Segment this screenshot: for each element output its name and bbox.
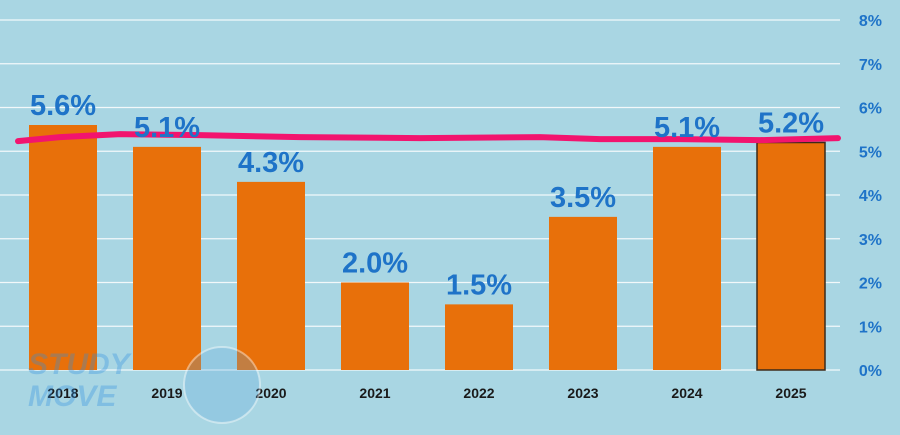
- y-axis-ticks: 0% 1% 2% 3% 4% 5% 6% 7% 8%: [859, 13, 882, 380]
- bar: [341, 282, 409, 370]
- bar: [237, 181, 305, 370]
- x-tick-label: 2019: [151, 385, 182, 401]
- data-label: 2.0%: [342, 248, 408, 280]
- y-tick-label: 8%: [859, 13, 882, 30]
- y-tick-label: 3%: [859, 232, 882, 249]
- x-tick-label: 2021: [359, 385, 390, 401]
- y-tick-label: 1%: [859, 319, 882, 336]
- data-label: 3.5%: [550, 182, 616, 214]
- bar: [29, 125, 97, 370]
- data-label: 5.2%: [758, 108, 824, 140]
- y-tick-label: 2%: [859, 276, 882, 293]
- data-labels: 5.6% 5.1% 4.3% 2.0% 1.5% 3.5% 5.1% 5.2%: [30, 90, 824, 301]
- watermark-line2: MOVE: [28, 380, 117, 413]
- x-tick-label: 2020: [255, 385, 286, 401]
- x-tick-label: 2018: [47, 385, 78, 401]
- y-tick-label: 6%: [859, 101, 882, 118]
- watermark-logo: STUDY MOVE: [28, 346, 261, 424]
- bar: [133, 146, 201, 370]
- data-label: 1.5%: [446, 269, 512, 301]
- data-label: 5.6%: [30, 90, 96, 122]
- watermark-line1: STUDY: [28, 348, 133, 381]
- bar: [653, 146, 721, 370]
- y-tick-label: 4%: [859, 188, 882, 205]
- data-label: 4.3%: [238, 147, 304, 179]
- x-tick-label: 2025: [775, 385, 806, 401]
- x-axis-ticks: 2018 2019 2020 2021 2022 2023 2024 2025: [47, 385, 806, 401]
- x-tick-label: 2024: [671, 385, 702, 401]
- globe-icon: [184, 347, 260, 423]
- x-tick-label: 2023: [567, 385, 598, 401]
- data-label: 5.1%: [654, 112, 720, 144]
- bar: [756, 141, 826, 371]
- bars: [29, 125, 826, 371]
- y-tick-label: 7%: [859, 57, 882, 74]
- data-label: 5.1%: [134, 112, 200, 144]
- y-tick-label: 5%: [859, 144, 882, 161]
- bar: [549, 216, 617, 370]
- bar: [445, 304, 513, 370]
- reference-line: [15, 131, 841, 145]
- y-tick-label: 0%: [859, 363, 882, 380]
- x-tick-label: 2022: [463, 385, 494, 401]
